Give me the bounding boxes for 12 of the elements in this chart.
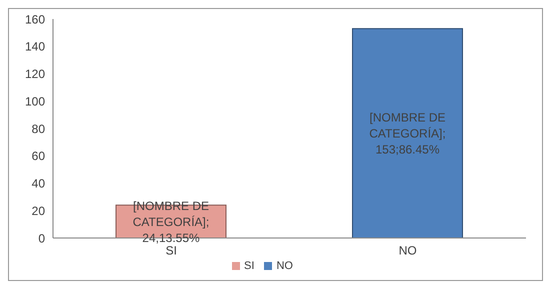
y-tick-label: 80 [32, 122, 46, 136]
y-tick-label: 20 [32, 204, 46, 218]
y-tick-label: 40 [32, 176, 46, 191]
y-tick-label: 160 [24, 12, 46, 26]
y-tick-label: 0 [38, 231, 46, 246]
data-label: [NOMBRE DE CATEGORÍA]; 153;86.45% [369, 110, 446, 156]
y-tick-label: 140 [24, 40, 46, 54]
legend-label: SI [244, 260, 254, 272]
y-tick-label: 100 [24, 94, 46, 108]
y-tick-label: 120 [24, 67, 46, 82]
legend-label: NO [276, 260, 293, 272]
y-tick-label: 60 [32, 149, 46, 164]
